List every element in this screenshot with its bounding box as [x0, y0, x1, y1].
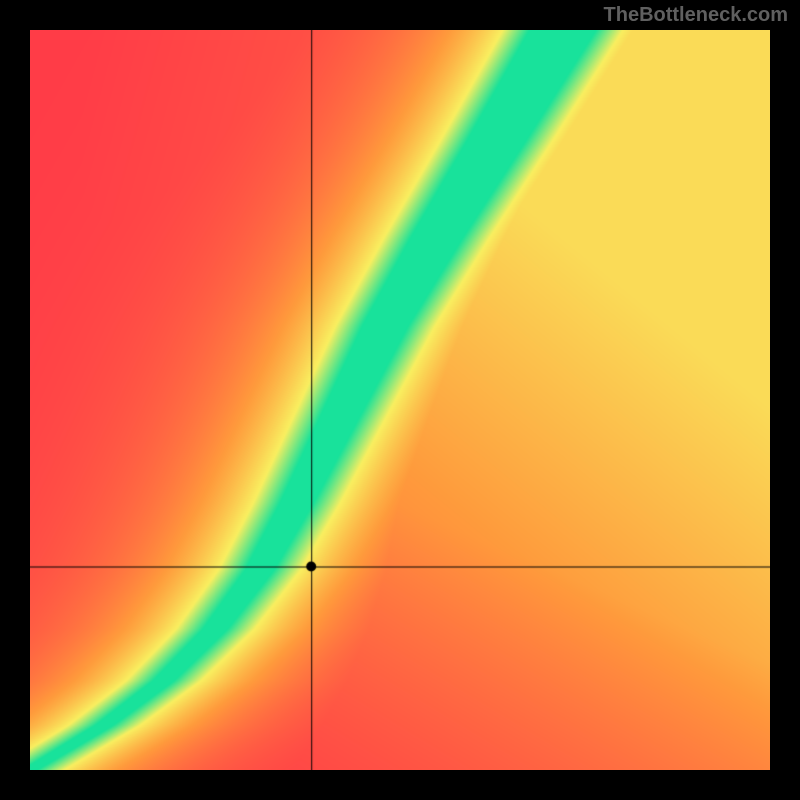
crosshair-overlay	[30, 30, 770, 770]
plot-frame	[30, 30, 770, 770]
watermark-text: TheBottleneck.com	[604, 4, 788, 27]
